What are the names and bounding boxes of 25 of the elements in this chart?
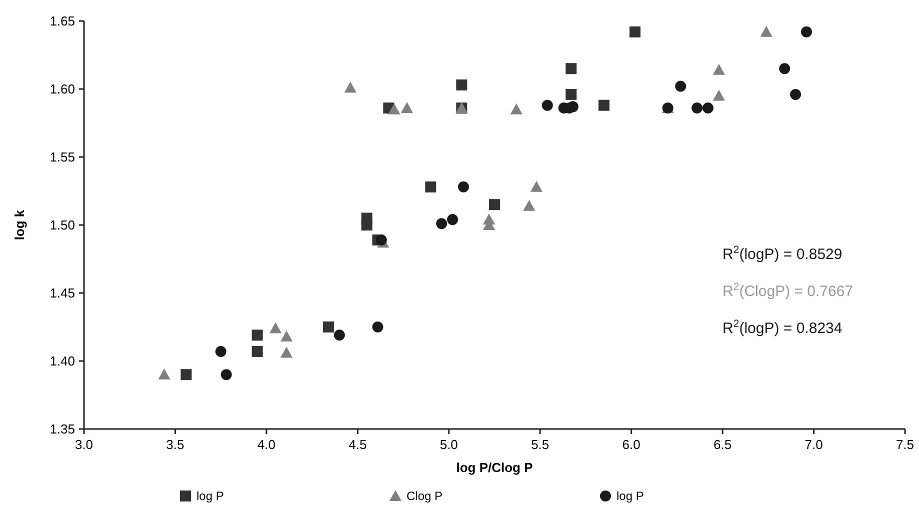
x-tick-label: 4.0 <box>257 437 276 452</box>
y-axis-title: log k <box>12 209 27 240</box>
legend-label: Clog P <box>406 489 443 503</box>
y-tick-label: 1.35 <box>50 422 75 437</box>
y-tick-label: 1.65 <box>50 14 75 29</box>
legend-label: log P <box>196 489 224 503</box>
y-tick-label: 1.60 <box>50 82 75 97</box>
y-tick-label: 1.50 <box>50 218 75 233</box>
x-tick-label: 3.5 <box>166 437 184 452</box>
x-tick-label: 5.0 <box>440 437 458 452</box>
legend-label: log P <box>616 489 644 503</box>
y-tick-label: 1.55 <box>50 150 75 165</box>
x-tick-label: 5.5 <box>531 437 550 452</box>
x-tick-label: 7.0 <box>804 437 823 452</box>
y-tick-label: 1.45 <box>50 286 75 301</box>
x-tick-label: 4.5 <box>348 437 367 452</box>
y-tick-label: 1.40 <box>50 354 75 369</box>
x-tick-label: 6.5 <box>714 437 732 452</box>
x-tick-label: 6.0 <box>622 437 640 452</box>
x-tick-label: 7.5 <box>896 437 914 452</box>
annotation: R$^{2}$(logP) = 0.8234 <box>722 318 842 337</box>
x-axis-title: log P/Clog P <box>456 460 534 475</box>
x-tick-label: 3.0 <box>74 437 94 452</box>
annotation: R$^{2}$(ClogP) = 0.7667 <box>722 281 854 300</box>
annotation: R$^{2}$(logP) = 0.8529 <box>722 244 842 263</box>
